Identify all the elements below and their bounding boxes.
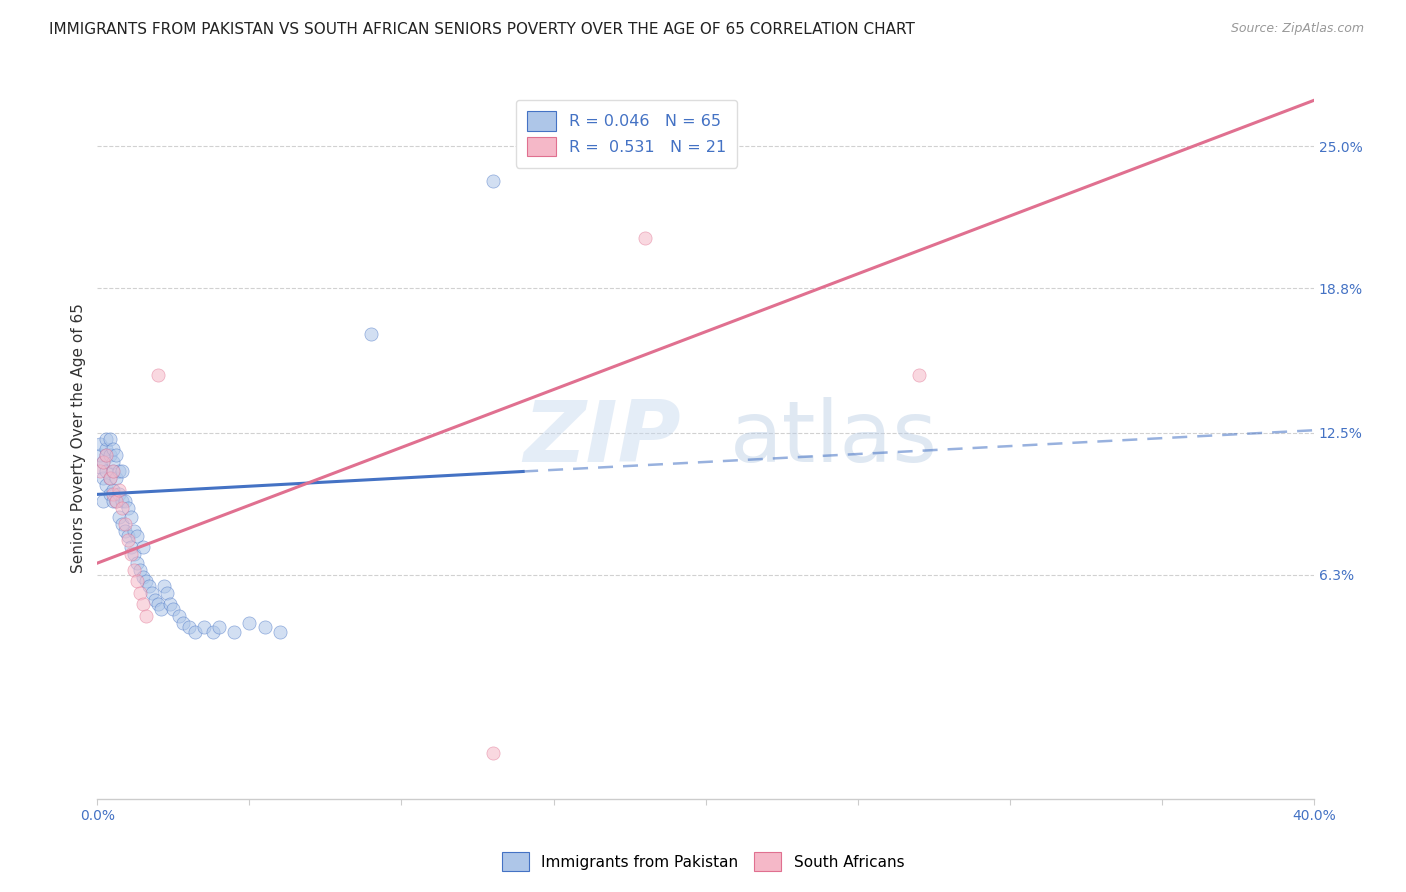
Point [96, 465, 118, 479]
Point [89, 437, 111, 451]
Point [907, 368, 929, 383]
Point [208, 620, 231, 634]
Point [159, 598, 181, 612]
Point [193, 620, 215, 634]
Point [117, 528, 139, 542]
Legend: R = 0.046   N = 65, R =  0.531   N = 21: R = 0.046 N = 65, R = 0.531 N = 21 [516, 100, 737, 168]
Point [129, 586, 152, 600]
Point [253, 620, 276, 634]
Point [120, 540, 142, 554]
Point [114, 494, 136, 508]
Point [101, 483, 124, 497]
Point [104, 471, 127, 485]
Point [122, 563, 145, 577]
Point [101, 494, 124, 508]
Point [98, 449, 121, 463]
Point [89, 465, 111, 479]
Text: atlas: atlas [730, 397, 938, 480]
Point [101, 455, 124, 469]
Point [481, 746, 503, 760]
Point [360, 326, 382, 341]
Point [101, 465, 124, 479]
Point [89, 459, 111, 474]
Point [141, 586, 163, 600]
Point [93, 471, 115, 485]
Point [96, 433, 118, 447]
Point [169, 608, 191, 623]
Point [122, 547, 145, 561]
Point [153, 579, 176, 593]
Point [93, 455, 115, 469]
Point [135, 574, 157, 589]
Point [98, 487, 121, 501]
Point [111, 501, 134, 516]
Text: Source: ZipAtlas.com: Source: ZipAtlas.com [1230, 22, 1364, 36]
Point [156, 586, 179, 600]
Point [98, 433, 121, 447]
Point [120, 547, 142, 561]
Point [125, 556, 148, 570]
Point [111, 517, 134, 532]
Point [107, 487, 129, 501]
Point [117, 533, 139, 548]
Point [269, 624, 291, 639]
Point [93, 494, 115, 508]
Point [172, 615, 194, 630]
Point [129, 563, 152, 577]
Point [107, 483, 129, 497]
Point [114, 517, 136, 532]
Point [96, 442, 118, 456]
Point [111, 465, 134, 479]
Point [143, 592, 166, 607]
Point [101, 442, 124, 456]
Point [104, 494, 127, 508]
Point [162, 602, 184, 616]
Point [481, 173, 503, 187]
Point [148, 598, 170, 612]
Point [107, 510, 129, 524]
Point [183, 624, 205, 639]
Point [201, 624, 224, 639]
Point [138, 579, 160, 593]
Point [634, 231, 657, 245]
Point [125, 528, 148, 542]
Point [101, 487, 124, 501]
Y-axis label: Seniors Poverty Over the Age of 65: Seniors Poverty Over the Age of 65 [72, 303, 86, 574]
Point [89, 449, 111, 463]
Text: ZIP: ZIP [523, 397, 682, 480]
Point [117, 501, 139, 516]
Point [132, 570, 155, 584]
Point [224, 624, 246, 639]
Point [177, 620, 200, 634]
Point [96, 478, 118, 492]
Point [238, 615, 260, 630]
Point [98, 471, 121, 485]
Point [111, 494, 134, 508]
Point [96, 449, 118, 463]
Point [114, 524, 136, 538]
Point [135, 608, 157, 623]
Point [96, 449, 118, 463]
Legend: Immigrants from Pakistan, South Africans: Immigrants from Pakistan, South Africans [496, 847, 910, 877]
Point [122, 524, 145, 538]
Point [101, 465, 124, 479]
Text: IMMIGRANTS FROM PAKISTAN VS SOUTH AFRICAN SENIORS POVERTY OVER THE AGE OF 65 COR: IMMIGRANTS FROM PAKISTAN VS SOUTH AFRICA… [49, 22, 915, 37]
Point [148, 368, 170, 383]
Point [125, 574, 148, 589]
Point [93, 455, 115, 469]
Point [120, 510, 142, 524]
Point [104, 449, 127, 463]
Point [132, 540, 155, 554]
Point [98, 471, 121, 485]
Point [132, 598, 155, 612]
Point [150, 602, 173, 616]
Point [107, 465, 129, 479]
Point [104, 494, 127, 508]
